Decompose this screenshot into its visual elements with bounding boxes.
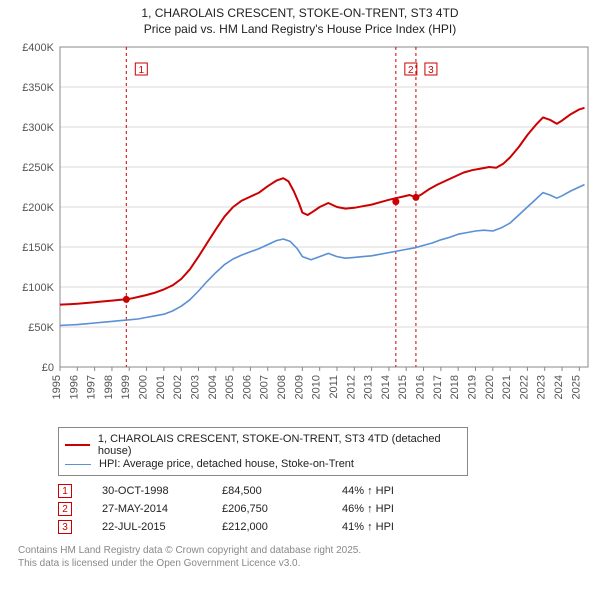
sale-price: £212,000 <box>222 521 342 533</box>
legend-row: HPI: Average price, detached house, Stok… <box>65 458 461 470</box>
footer-line2: This data is licensed under the Open Gov… <box>18 557 592 570</box>
sale-row: 3 22-JUL-2015£212,00041% ↑ HPI <box>58 520 592 534</box>
svg-text:2011: 2011 <box>328 375 340 399</box>
legend-label: HPI: Average price, detached house, Stok… <box>99 458 354 470</box>
chart-title-block: 1, CHAROLAIS CRESCENT, STOKE-ON-TRENT, S… <box>8 6 592 37</box>
svg-text:2020: 2020 <box>484 375 496 399</box>
svg-text:2019: 2019 <box>466 375 478 399</box>
svg-text:£300K: £300K <box>22 122 54 134</box>
footer-line1: Contains HM Land Registry data © Crown c… <box>18 544 592 557</box>
sale-delta: 46% ↑ HPI <box>342 503 442 515</box>
sale-row: 1 30-OCT-1998£84,50044% ↑ HPI <box>58 484 592 498</box>
svg-text:2015: 2015 <box>397 375 409 399</box>
svg-text:2023: 2023 <box>536 375 548 399</box>
sale-number-badge: 2 <box>58 502 72 516</box>
svg-text:2002: 2002 <box>172 375 184 399</box>
svg-text:2017: 2017 <box>432 375 444 399</box>
svg-text:£50K: £50K <box>28 322 54 334</box>
svg-text:2025: 2025 <box>570 375 582 399</box>
svg-text:2009: 2009 <box>293 375 305 399</box>
svg-text:2007: 2007 <box>259 375 271 399</box>
chart-title-line1: 1, CHAROLAIS CRESCENT, STOKE-ON-TRENT, S… <box>8 6 592 22</box>
svg-text:1999: 1999 <box>120 375 132 399</box>
svg-text:2012: 2012 <box>345 375 357 399</box>
sale-date: 30-OCT-1998 <box>102 485 222 497</box>
svg-text:2: 2 <box>408 65 414 76</box>
chart-title-line2: Price paid vs. HM Land Registry's House … <box>8 22 592 38</box>
chart-svg: £0 £50K £100K £150K £200K £250K £300K £350K £400… <box>10 41 592 421</box>
svg-text:£400K: £400K <box>22 42 54 54</box>
sale-price: £206,750 <box>222 503 342 515</box>
svg-text:1997: 1997 <box>86 375 98 399</box>
svg-text:2016: 2016 <box>415 375 427 399</box>
svg-text:£100K: £100K <box>22 282 54 294</box>
svg-text:1998: 1998 <box>103 375 115 399</box>
svg-text:£0: £0 <box>42 362 54 374</box>
legend-swatch <box>65 464 91 465</box>
legend-label: 1, CHAROLAIS CRESCENT, STOKE-ON-TRENT, S… <box>98 433 461 457</box>
svg-text:2000: 2000 <box>138 375 150 399</box>
sale-date: 27-MAY-2014 <box>102 503 222 515</box>
svg-text:£250K: £250K <box>22 162 54 174</box>
chart-area: £0 £50K £100K £150K £200K £250K £300K £350K £400… <box>10 41 592 421</box>
sale-row: 2 27-MAY-2014£206,75046% ↑ HPI <box>58 502 592 516</box>
svg-text:2018: 2018 <box>449 375 461 399</box>
legend-box: 1, CHAROLAIS CRESCENT, STOKE-ON-TRENT, S… <box>58 427 468 476</box>
svg-text:2022: 2022 <box>518 375 530 399</box>
sale-delta: 41% ↑ HPI <box>342 521 442 533</box>
svg-text:1995: 1995 <box>51 375 63 399</box>
svg-text:3: 3 <box>428 65 434 76</box>
svg-text:2005: 2005 <box>224 375 236 399</box>
svg-text:2004: 2004 <box>207 375 219 399</box>
svg-text:2001: 2001 <box>155 375 167 399</box>
svg-text:1996: 1996 <box>68 375 80 399</box>
sale-price: £84,500 <box>222 485 342 497</box>
footer-attribution: Contains HM Land Registry data © Crown c… <box>18 544 592 570</box>
legend-swatch <box>65 444 90 446</box>
svg-text:2010: 2010 <box>311 375 323 399</box>
sales-table: 1 30-OCT-1998£84,50044% ↑ HPI 2 27-MAY-2014… <box>58 484 592 534</box>
svg-text:2014: 2014 <box>380 375 392 399</box>
svg-text:£350K: £350K <box>22 82 54 94</box>
sale-number-badge: 1 <box>58 484 72 498</box>
svg-text:1: 1 <box>139 65 145 76</box>
sale-date: 22-JUL-2015 <box>102 521 222 533</box>
svg-text:2006: 2006 <box>241 375 253 399</box>
svg-text:2013: 2013 <box>363 375 375 399</box>
svg-text:£150K: £150K <box>22 242 54 254</box>
svg-text:2021: 2021 <box>501 375 513 399</box>
sale-number-badge: 3 <box>58 520 72 534</box>
svg-text:2003: 2003 <box>189 375 201 399</box>
svg-text:£200K: £200K <box>22 202 54 214</box>
svg-text:2024: 2024 <box>553 375 565 399</box>
svg-text:2008: 2008 <box>276 375 288 399</box>
legend-row: 1, CHAROLAIS CRESCENT, STOKE-ON-TRENT, S… <box>65 433 461 457</box>
sale-delta: 44% ↑ HPI <box>342 485 442 497</box>
